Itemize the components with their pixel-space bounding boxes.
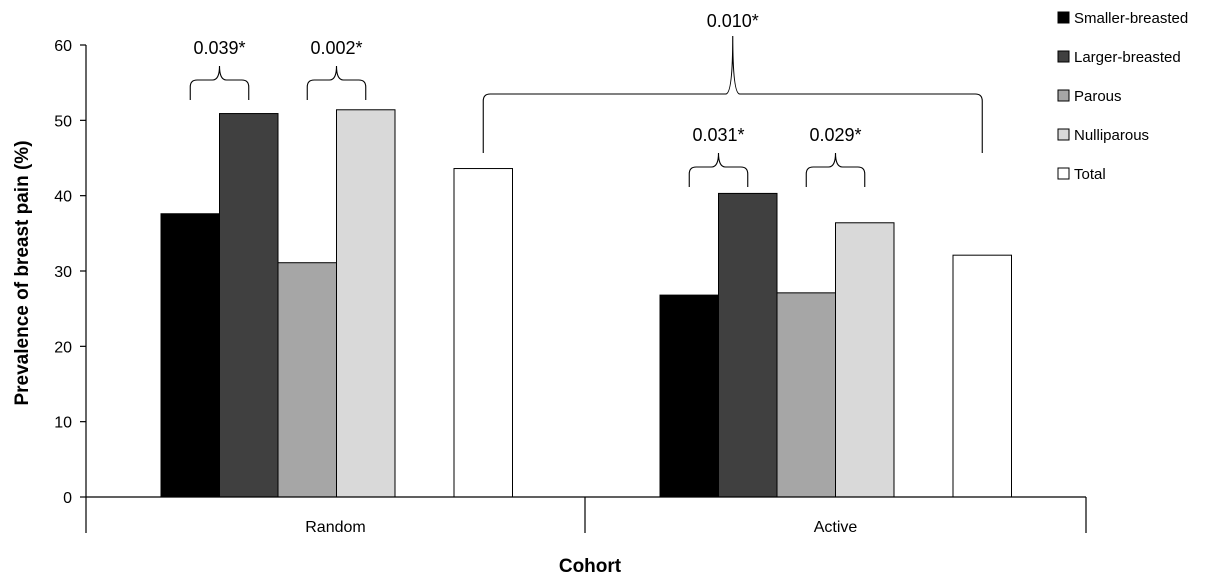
bar-random-parous — [277, 262, 337, 498]
bar-random-larger-breasted — [219, 113, 279, 498]
legend-swatch-parous — [1057, 89, 1070, 102]
bar-random-total — [453, 168, 513, 498]
legend-label-larger-breasted: Larger-breasted — [1074, 49, 1181, 66]
y-tick-label: 10 — [54, 415, 72, 432]
p-value-annotation-1-bracket — [189, 65, 250, 100]
legend-swatch-larger-breasted — [1057, 50, 1070, 63]
y-axis-title: Prevalence of breast pain (%) — [12, 140, 33, 405]
bar-active-larger-breasted — [718, 192, 778, 498]
y-tick-label: 0 — [63, 490, 72, 507]
legend-label-parous: Parous — [1074, 88, 1122, 105]
y-tick-label: 30 — [54, 264, 72, 281]
p-value-annotation-3-label: 0.031* — [692, 125, 744, 145]
x-category-label-random: Random — [305, 519, 365, 536]
bar-active-smaller-breasted — [659, 294, 719, 498]
p-value-annotation-2-bracket — [306, 65, 367, 100]
legend: Smaller-breasted Larger-breasted Parous Nul… — [1057, 10, 1188, 183]
bar-active-total — [952, 254, 1012, 498]
p-value-annotation-3-bracket — [688, 152, 749, 187]
y-tick-label: 60 — [54, 38, 72, 55]
p-value-annotation-1-label: 0.039* — [193, 38, 245, 58]
legend-label-smaller-breasted: Smaller-breasted — [1074, 10, 1188, 27]
annotations-layer: 0.039* 0.002* 0.031* 0.029* 0.010* — [189, 11, 983, 187]
bar-random-smaller-breasted — [160, 213, 220, 498]
axes-layer: 0 10 20 30 40 50 60 Random Active — [54, 38, 1087, 536]
p-value-annotation-2-label: 0.002* — [310, 38, 362, 58]
x-category-label-active: Active — [814, 519, 858, 536]
bars-layer — [160, 109, 1012, 498]
y-tick-label: 50 — [54, 113, 72, 130]
p-value-annotation-4-bracket — [805, 152, 866, 187]
y-tick-label: 20 — [54, 339, 72, 356]
y-tick-label: 40 — [54, 189, 72, 206]
legend-swatch-total — [1057, 167, 1070, 180]
p-value-annotation-5-bracket — [482, 35, 983, 153]
p-value-annotation-4-label: 0.029* — [809, 125, 861, 145]
legend-swatch-nulliparous — [1057, 128, 1070, 141]
bar-random-nulliparous — [336, 109, 396, 498]
x-axis-title: Cohort — [559, 556, 622, 577]
p-value-annotation-5-label: 0.010* — [707, 11, 759, 31]
legend-swatch-smaller-breasted — [1057, 11, 1070, 24]
legend-label-nulliparous: Nulliparous — [1074, 127, 1149, 144]
bar-active-parous — [776, 292, 836, 498]
bar-active-nulliparous — [835, 222, 895, 498]
legend-label-total: Total — [1074, 166, 1106, 183]
